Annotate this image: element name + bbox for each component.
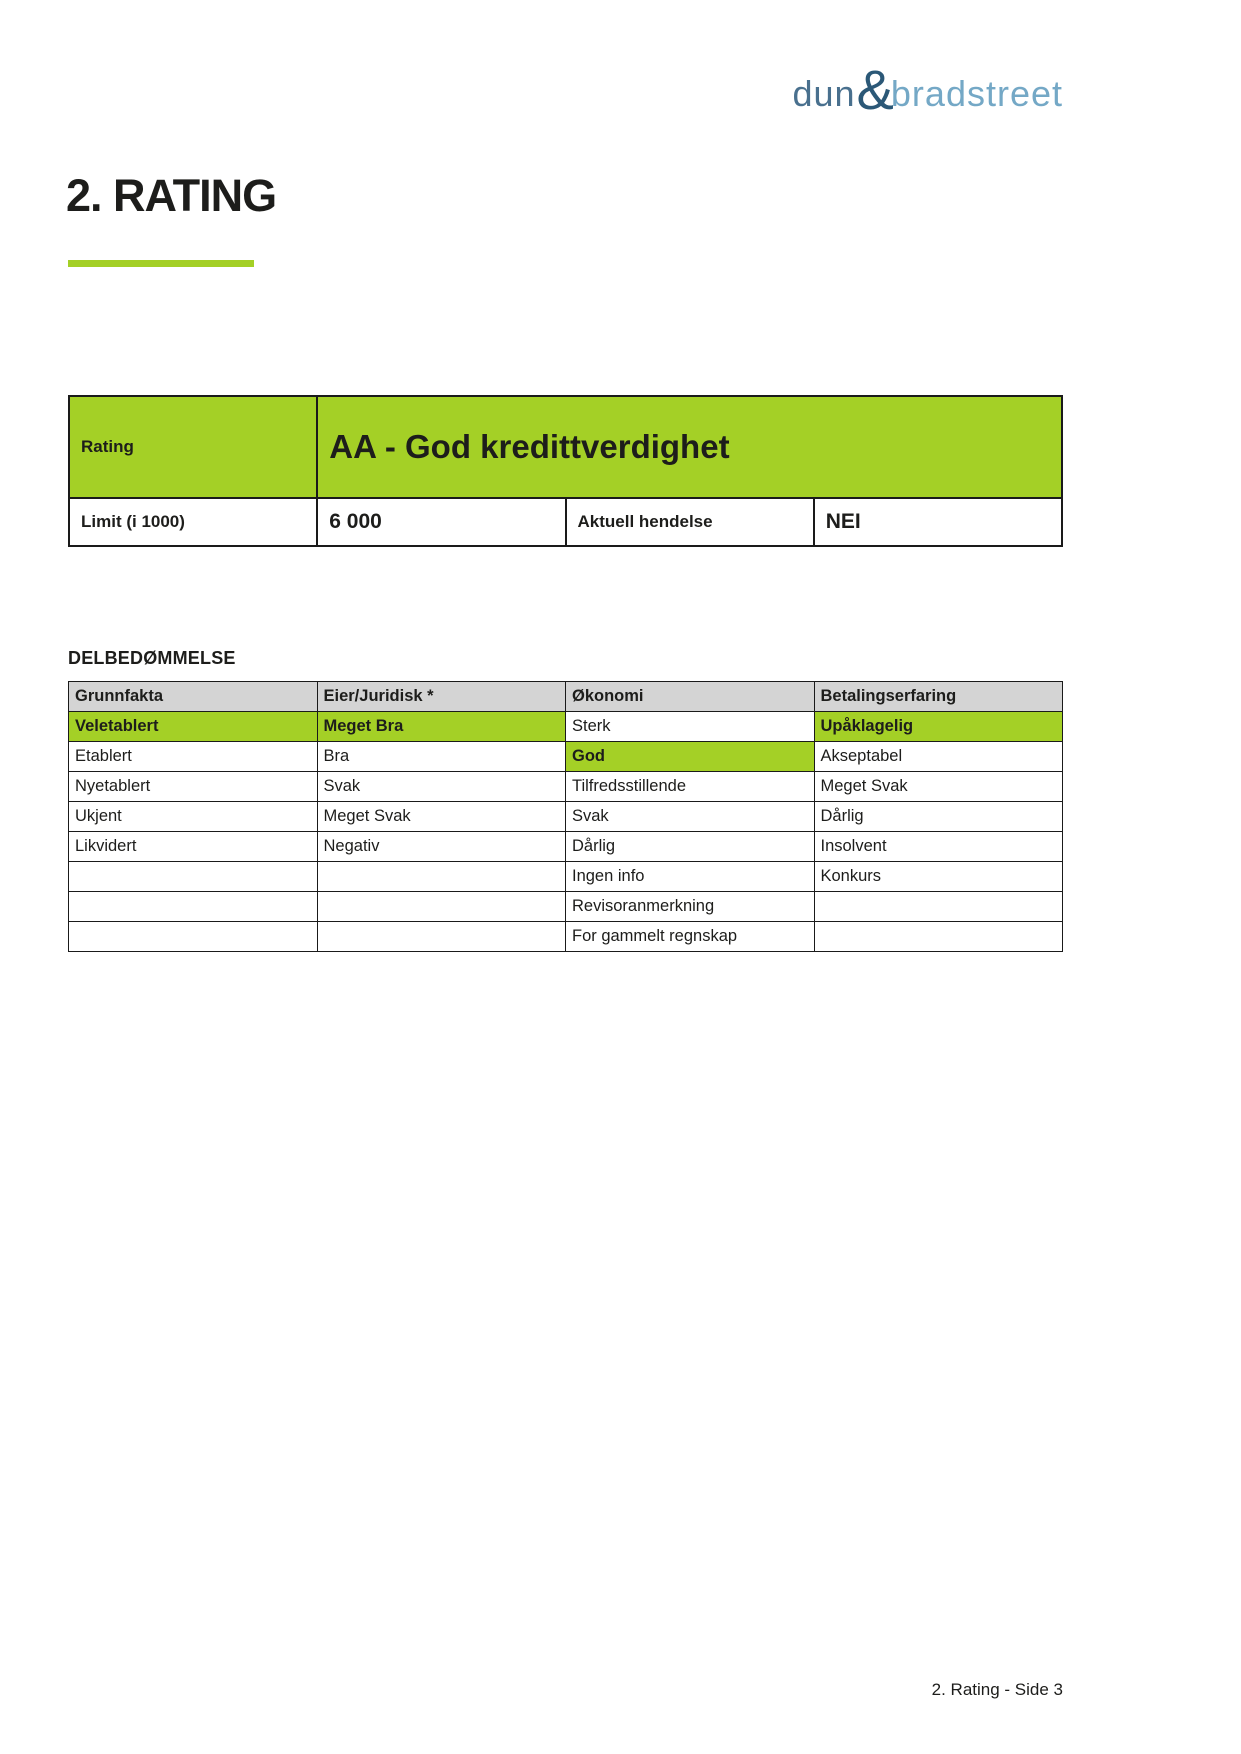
- table-cell: Nyetablert: [68, 771, 318, 802]
- table-cell: [316, 921, 566, 952]
- table-row: Ingen info Konkurs: [68, 861, 1063, 892]
- page-footer: 2. Rating - Side 3: [931, 1680, 1063, 1699]
- table-cell: Meget Svak: [316, 801, 566, 832]
- table-cell: Negativ: [316, 831, 566, 862]
- table-cell: [813, 891, 1063, 922]
- table-cell: Likvidert: [68, 831, 318, 862]
- dun-bradstreet-logo: dun & bradstreet: [792, 62, 1063, 122]
- column-header-eier-juridisk: Eier/Juridisk *: [316, 681, 566, 712]
- table-cell: Konkurs: [813, 861, 1063, 892]
- delbedommelse-title: DELBEDØMMELSE: [68, 648, 236, 668]
- table-header-row: Grunnfakta Eier/Juridisk * Økonomi Betal…: [68, 681, 1063, 712]
- table-cell: Ukjent: [68, 801, 318, 832]
- limit-value: 6 000: [316, 497, 567, 547]
- column-header-betalingserfaring: Betalingserfaring: [813, 681, 1063, 712]
- table-row: Nyetablert Svak Tilfredsstillende Meget Sva…: [68, 771, 1063, 802]
- rating-row: Rating AA - God kredittverdighet: [67, 395, 1063, 499]
- table-cell: God: [565, 741, 815, 772]
- table-cell: Meget Bra: [316, 711, 566, 742]
- current-event-label: Aktuell hendelse: [564, 497, 815, 547]
- column-header-grunnfakta: Grunnfakta: [68, 681, 318, 712]
- table-cell: Dårlig: [813, 801, 1063, 832]
- page-title: 2. RATING: [66, 170, 277, 221]
- table-cell: Revisoranmerkning: [565, 891, 815, 922]
- table-row: Likvidert Negativ Dårlig Insolvent: [68, 831, 1063, 862]
- table-row: For gammelt regnskap: [68, 921, 1063, 952]
- table-cell: Etablert: [68, 741, 318, 772]
- rating-value: AA - God kredittverdighet: [316, 395, 1063, 499]
- table-cell: [68, 891, 318, 922]
- table-row: Etablert Bra God Akseptabel: [68, 741, 1063, 772]
- table-row: Revisoranmerkning: [68, 891, 1063, 922]
- limit-label: Limit (i 1000): [67, 497, 319, 547]
- table-cell: [68, 861, 318, 892]
- table-cell: Akseptabel: [813, 741, 1063, 772]
- table-cell: Svak: [316, 771, 566, 802]
- table-cell: Veletablert: [68, 711, 318, 742]
- delbedommelse-table: Grunnfakta Eier/Juridisk * Økonomi Betal…: [68, 681, 1063, 952]
- table-cell: [316, 861, 566, 892]
- table-cell: Svak: [565, 801, 815, 832]
- table-cell: Meget Svak: [813, 771, 1063, 802]
- current-event-value: NEI: [812, 497, 1064, 547]
- table-cell: Insolvent: [813, 831, 1063, 862]
- table-cell: Bra: [316, 741, 566, 772]
- table-cell: Tilfredsstillende: [565, 771, 815, 802]
- rating-label: Rating: [67, 395, 319, 499]
- delbedommelse-body: Veletablert Meget Bra Sterk Upåklagelig Etab…: [68, 711, 1063, 952]
- rating-table: Rating AA - God kredittverdighet Limit (…: [67, 395, 1064, 547]
- table-cell: Sterk: [565, 711, 815, 742]
- title-underline: [68, 260, 254, 267]
- limit-row: Limit (i 1000) 6 000 Aktuell hendelse NE…: [67, 497, 1064, 547]
- table-cell: Upåklagelig: [813, 711, 1063, 742]
- table-cell: Dårlig: [565, 831, 815, 862]
- logo-ampersand-icon: &: [856, 58, 894, 121]
- table-cell: For gammelt regnskap: [565, 921, 815, 952]
- column-header-okonomi: Økonomi: [565, 681, 815, 712]
- logo-word-dun: dun: [792, 73, 856, 114]
- table-row: Ukjent Meget Svak Svak Dårlig: [68, 801, 1063, 832]
- table-cell: Ingen info: [565, 861, 815, 892]
- table-row: Veletablert Meget Bra Sterk Upåklagelig: [68, 711, 1063, 742]
- table-cell: [68, 921, 318, 952]
- table-cell: [813, 921, 1063, 952]
- logo-word-bradstreet: bradstreet: [890, 73, 1063, 114]
- table-cell: [316, 891, 566, 922]
